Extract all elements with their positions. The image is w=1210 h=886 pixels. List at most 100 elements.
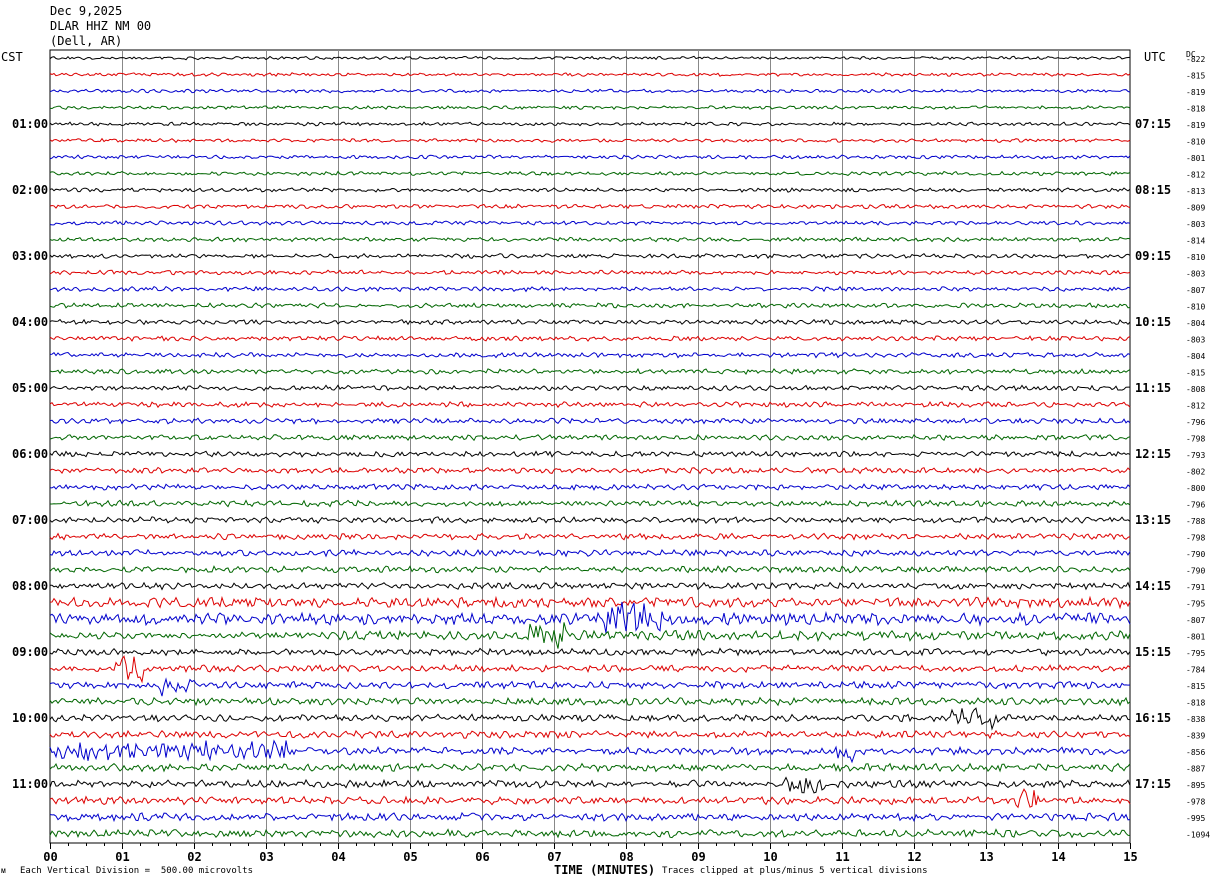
seismic-trace bbox=[49, 433, 1131, 442]
x-tick-label: 10 bbox=[763, 850, 777, 864]
plot-frame bbox=[49, 49, 1131, 844]
dc-offset-label: -812 bbox=[1186, 171, 1205, 180]
seismic-trace bbox=[49, 647, 1131, 657]
dc-offset-label: -803 bbox=[1186, 270, 1205, 279]
dc-offset-label: -791 bbox=[1186, 583, 1205, 592]
dc-offset-label: -810 bbox=[1186, 253, 1205, 262]
dc-offset-label: -810 bbox=[1186, 303, 1205, 312]
scale-note: Each Vertical Division = 500.00 microvol… bbox=[20, 866, 253, 876]
x-tick-label: 08 bbox=[619, 850, 633, 864]
dc-offset-label: -800 bbox=[1186, 484, 1205, 493]
x-tick-label: 11 bbox=[835, 850, 849, 864]
seismic-trace bbox=[49, 739, 1130, 764]
seismic-trace bbox=[49, 548, 1131, 558]
seismic-trace bbox=[49, 788, 1131, 809]
dc-offset-label: -810 bbox=[1186, 138, 1205, 147]
dc-offset-label: -815 bbox=[1186, 682, 1205, 691]
right-hour-label: 15:15 bbox=[1135, 645, 1171, 659]
right-hour-label: 12:15 bbox=[1135, 447, 1171, 461]
right-hour-label: 07:15 bbox=[1135, 117, 1171, 131]
seismic-trace bbox=[50, 581, 1131, 591]
dc-offset-label: -808 bbox=[1186, 385, 1205, 394]
seismic-trace bbox=[49, 811, 1131, 823]
right-hour-label: 11:15 bbox=[1135, 381, 1171, 395]
dc-offset-label: -818 bbox=[1186, 699, 1205, 708]
dc-offset-label: -803 bbox=[1186, 220, 1205, 229]
dc-offset-label: -814 bbox=[1186, 237, 1205, 246]
right-hour-label: 17:15 bbox=[1135, 777, 1171, 791]
dc-offset-label: -809 bbox=[1186, 204, 1205, 213]
dc-offset-label: -812 bbox=[1186, 402, 1205, 411]
dc-offset-label: -807 bbox=[1186, 616, 1205, 625]
dc-offset-label: -815 bbox=[1186, 369, 1205, 378]
dc-offset-label: -801 bbox=[1186, 154, 1205, 163]
left-hour-label: 01:00 bbox=[12, 117, 48, 131]
seismic-trace bbox=[49, 55, 1131, 61]
dc-offset-label: -795 bbox=[1186, 600, 1205, 609]
dc-offset-label: -804 bbox=[1186, 352, 1205, 361]
left-hour-label: 07:00 bbox=[12, 513, 48, 527]
seismic-trace bbox=[49, 121, 1131, 127]
dc-offset-label: -978 bbox=[1186, 798, 1205, 807]
left-hour-label: 04:00 bbox=[12, 315, 48, 329]
left-hour-label: 08:00 bbox=[12, 579, 48, 593]
right-hour-label: 16:15 bbox=[1135, 711, 1171, 725]
dc-offset-label: -887 bbox=[1186, 765, 1205, 774]
seismic-trace bbox=[49, 384, 1130, 392]
seismic-trace bbox=[49, 368, 1131, 376]
seismic-trace bbox=[49, 137, 1131, 144]
dc-offset-label: -995 bbox=[1186, 814, 1205, 823]
dc-offset-label: -815 bbox=[1186, 72, 1205, 81]
x-tick-label: 04 bbox=[331, 850, 345, 864]
seismic-trace bbox=[49, 253, 1131, 260]
right-hour-label: 09:15 bbox=[1135, 249, 1171, 263]
seismic-trace bbox=[49, 335, 1131, 342]
seismic-trace bbox=[49, 269, 1131, 276]
seismic-trace bbox=[49, 88, 1131, 94]
left-hour-label: 02:00 bbox=[12, 183, 48, 197]
dc-offset-label: -788 bbox=[1186, 517, 1205, 526]
x-tick-label: 13 bbox=[979, 850, 993, 864]
dc-offset-label: -795 bbox=[1186, 649, 1205, 658]
dc-offset-label: -798 bbox=[1186, 435, 1205, 444]
seismic-trace bbox=[49, 595, 1131, 610]
left-hour-label: 11:00 bbox=[12, 777, 48, 791]
dc-offset-label: -790 bbox=[1186, 567, 1205, 576]
header-date: Dec 9,2025 bbox=[50, 4, 123, 18]
dc-offset-label: -819 bbox=[1186, 88, 1205, 97]
seismic-trace bbox=[49, 105, 1131, 110]
dc-offset-label: -838 bbox=[1186, 715, 1205, 724]
left-timezone-label: CST bbox=[1, 50, 23, 64]
seismic-trace bbox=[49, 170, 1131, 177]
dc-offset-label: -819 bbox=[1186, 121, 1205, 130]
seismic-trace bbox=[49, 220, 1131, 227]
right-timezone-label: UTC bbox=[1144, 50, 1166, 64]
header-station: DLAR HHZ NM 00 bbox=[50, 19, 152, 33]
seismic-trace bbox=[49, 762, 1131, 773]
seismic-trace bbox=[49, 696, 1131, 707]
dc-offset-label: -793 bbox=[1186, 451, 1205, 460]
x-tick-label: 02 bbox=[187, 850, 201, 864]
seismic-trace bbox=[50, 499, 1131, 508]
mark-glyph: ᴍ bbox=[1, 866, 6, 875]
x-tick-label: 03 bbox=[259, 850, 273, 864]
seismic-trace bbox=[49, 655, 1131, 684]
left-hour-label: 03:00 bbox=[12, 249, 48, 263]
right-hour-label: 08:15 bbox=[1135, 183, 1171, 197]
dc-offset-label: -796 bbox=[1186, 418, 1205, 427]
seismic-trace bbox=[49, 187, 1131, 193]
left-hour-label: 05:00 bbox=[12, 381, 48, 395]
dc-offset-label: -818 bbox=[1186, 105, 1205, 114]
dc-offset-label: -803 bbox=[1186, 336, 1205, 345]
seismic-trace bbox=[49, 622, 1131, 649]
dc-offset-label: -784 bbox=[1186, 666, 1205, 675]
x-tick-label: 12 bbox=[907, 850, 921, 864]
seismic-trace bbox=[49, 532, 1131, 541]
seismic-trace bbox=[49, 154, 1131, 160]
right-hour-label: 10:15 bbox=[1135, 315, 1171, 329]
seismic-trace bbox=[49, 318, 1131, 326]
seismic-trace bbox=[49, 203, 1131, 210]
seismic-trace bbox=[49, 285, 1131, 293]
x-tick-label: 01 bbox=[115, 850, 129, 864]
